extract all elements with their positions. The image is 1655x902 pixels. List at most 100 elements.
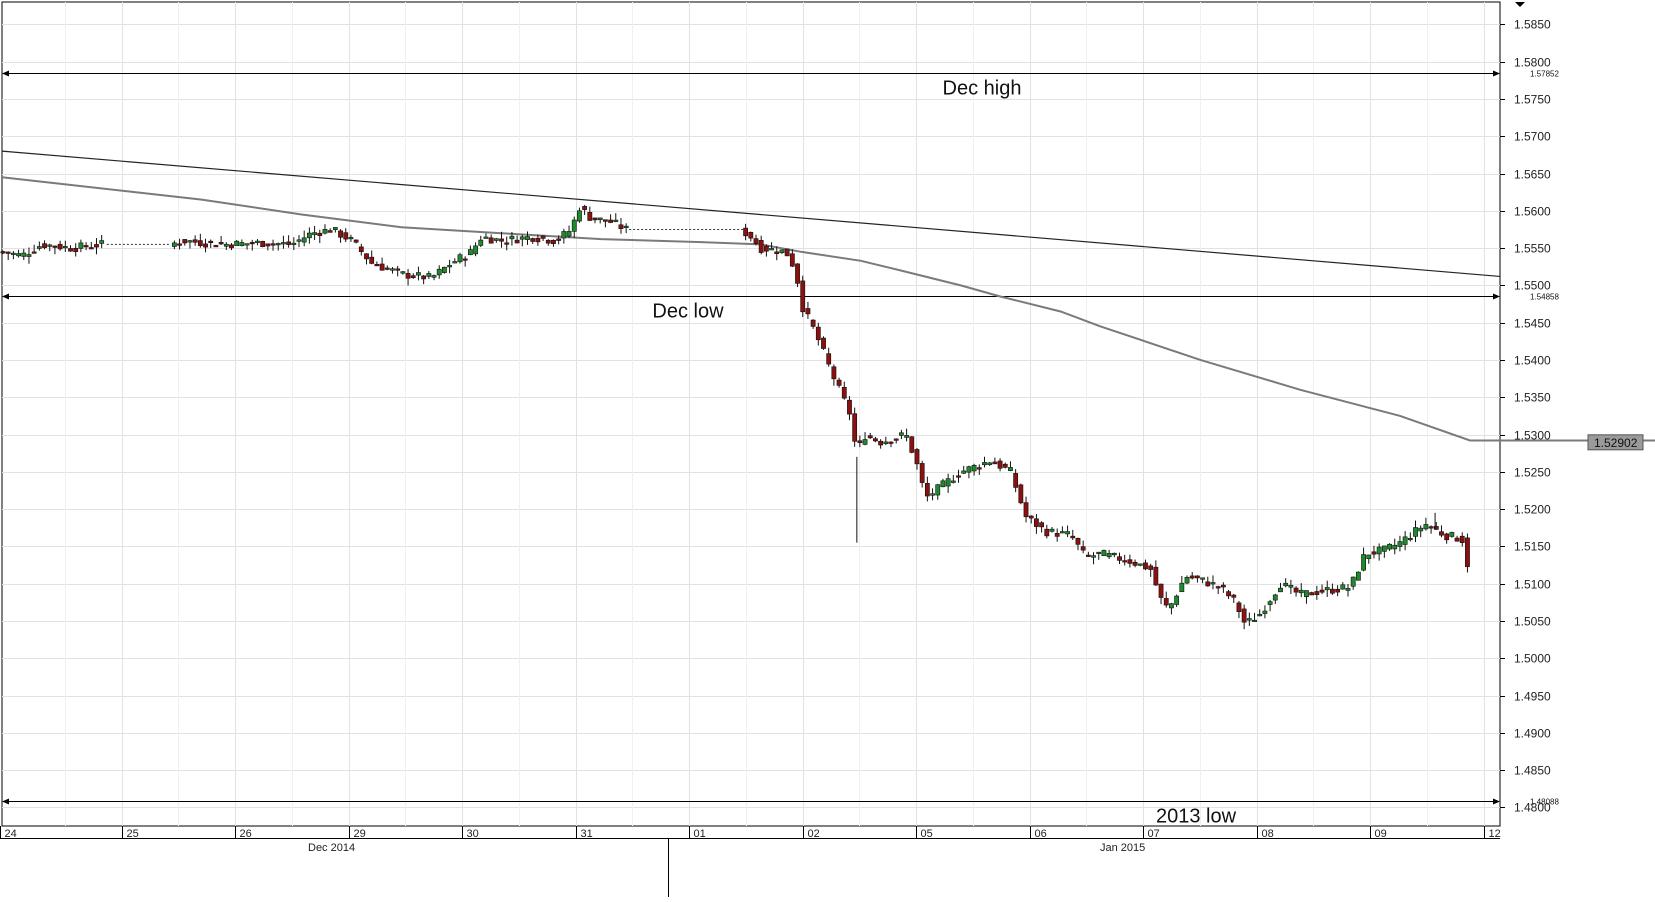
candle-body	[815, 326, 821, 341]
candle-body	[1127, 559, 1133, 564]
x-tick-label: 05	[921, 828, 933, 840]
left-arrow-icon	[2, 293, 9, 300]
y-tick-label: 1.5250	[1514, 466, 1551, 480]
candle-body	[1402, 536, 1408, 545]
candle-body	[1085, 554, 1091, 557]
candle-body	[924, 483, 930, 497]
candle-body	[16, 253, 21, 257]
candle-body	[322, 228, 328, 234]
candle-body	[1205, 581, 1211, 587]
candle-body	[904, 435, 909, 438]
candle-body	[1034, 518, 1039, 527]
candle-body	[1272, 594, 1278, 601]
candle-body	[332, 227, 338, 230]
candle-body	[504, 242, 510, 245]
candle-body	[218, 242, 224, 245]
x-tick-label: 07	[1148, 828, 1160, 840]
candle-body	[878, 440, 884, 446]
candle-body	[462, 258, 468, 261]
candle-body	[1117, 556, 1122, 561]
candle-body	[873, 438, 878, 442]
candle-body	[312, 232, 317, 235]
candle-body	[1350, 576, 1356, 587]
y-tick-label: 1.5800	[1514, 56, 1551, 70]
candle-body	[935, 484, 941, 496]
candle-body	[867, 435, 873, 439]
candle-body	[1215, 586, 1221, 589]
candle-body	[1423, 524, 1429, 530]
candle-body	[187, 240, 193, 243]
candle-body	[982, 462, 987, 466]
candle-body	[395, 268, 401, 271]
candle-body	[566, 231, 572, 237]
candle-body	[618, 224, 624, 229]
candle-body	[26, 254, 32, 257]
candle-body	[789, 253, 795, 267]
candle-body	[1376, 546, 1382, 555]
candle-body	[1070, 535, 1076, 539]
candle-body	[452, 261, 458, 264]
candle-body	[883, 441, 889, 444]
candle-body	[379, 263, 385, 271]
candle-body	[774, 251, 780, 255]
candle-body	[88, 247, 94, 250]
candle-body	[1013, 473, 1019, 488]
y-tick-label: 1.5300	[1514, 429, 1551, 443]
y-tick-label: 1.4900	[1514, 727, 1551, 741]
candle-body	[1148, 565, 1154, 570]
candle-body	[753, 238, 759, 244]
dropdown-icon	[1515, 2, 1525, 7]
y-tick-label: 1.5050	[1514, 615, 1551, 629]
candle-body	[1454, 537, 1460, 542]
x-tick-label: 24	[5, 828, 17, 840]
candle-body	[545, 239, 551, 244]
candle-body	[400, 271, 406, 274]
candle-body	[1174, 595, 1180, 605]
x-tick-label: 01	[694, 828, 706, 840]
candle-body	[1220, 584, 1226, 588]
candle-body	[348, 237, 354, 240]
candle-body	[956, 475, 961, 478]
candle-body	[31, 251, 37, 254]
candle-body	[94, 244, 99, 248]
candle-body	[57, 243, 63, 250]
candle-body	[1226, 591, 1231, 597]
candle-body	[525, 236, 530, 240]
candle-body	[1288, 584, 1294, 588]
candle-body	[1418, 527, 1424, 532]
candle-body	[281, 242, 286, 245]
candle-body	[327, 230, 333, 233]
level-label: Dec high	[943, 78, 1022, 100]
candle-body	[1361, 554, 1366, 571]
candle-body	[1008, 467, 1013, 471]
candle-body	[374, 264, 380, 267]
x-tick-label: 09	[1375, 828, 1387, 840]
candle-body	[1065, 531, 1070, 535]
candle-body	[447, 265, 453, 268]
candle-body	[1335, 588, 1341, 593]
candle-body	[364, 253, 369, 260]
candle-body	[1387, 543, 1392, 550]
y-tick-label: 1.5200	[1514, 503, 1551, 517]
candle-body	[83, 245, 89, 248]
candle-body	[10, 252, 16, 255]
candle-body	[249, 242, 255, 245]
candle-body	[390, 268, 395, 271]
candle-body	[1314, 591, 1320, 595]
x-tick-label: 02	[808, 828, 820, 840]
candle-body	[862, 439, 868, 445]
candle-body	[597, 217, 603, 221]
candle-body	[1340, 584, 1346, 590]
candle-body	[255, 240, 260, 243]
candle-body	[203, 243, 208, 248]
candle-body	[535, 237, 541, 243]
y-tick-label: 1.5500	[1514, 279, 1551, 293]
y-tick-label: 1.4950	[1514, 690, 1551, 704]
candle-body	[1122, 560, 1128, 563]
candle-body	[997, 460, 1003, 469]
grid-layer	[1, 1, 1501, 827]
y-tick-label: 1.5850	[1514, 18, 1551, 32]
left-arrow-icon	[2, 798, 9, 805]
